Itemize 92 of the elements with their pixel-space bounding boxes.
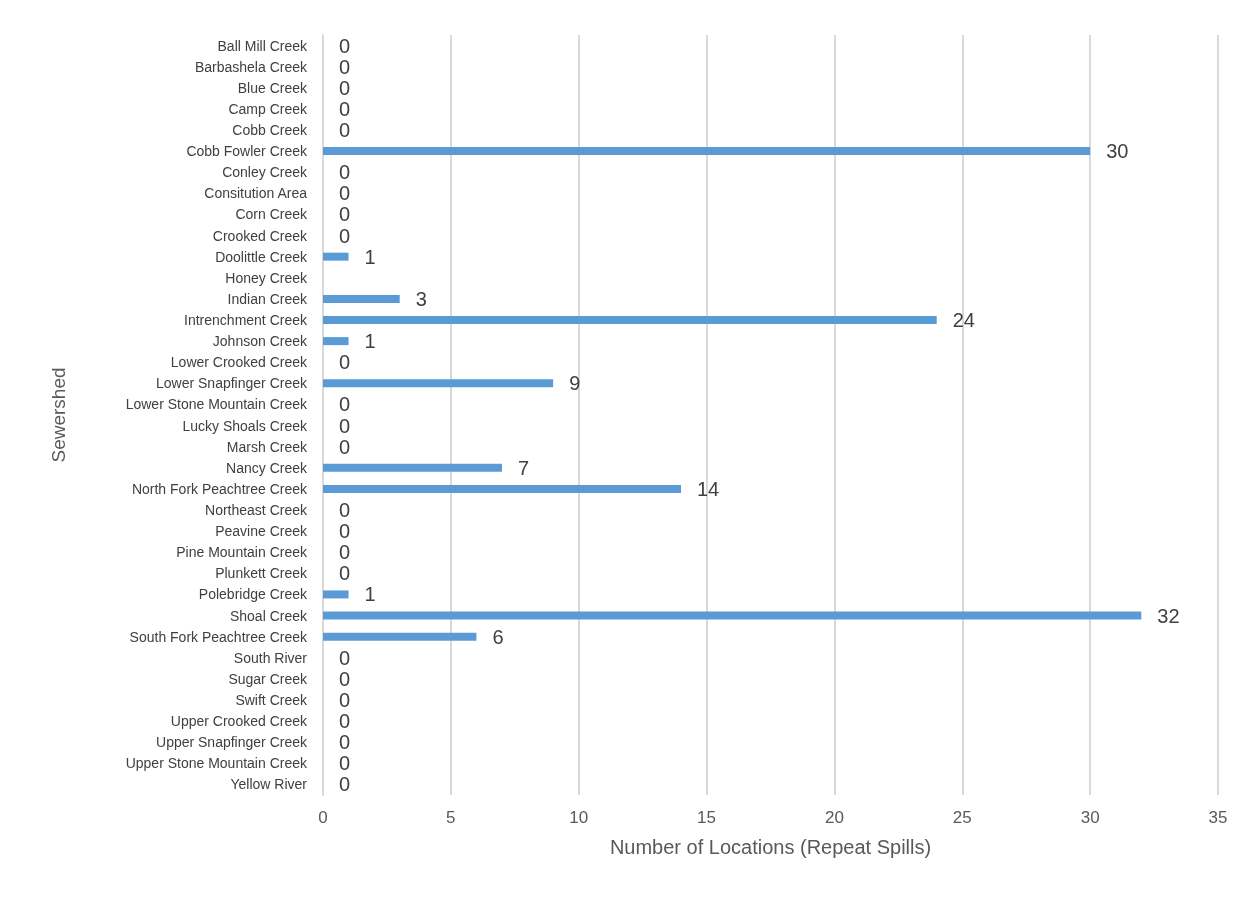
data-label: 0 <box>339 224 351 247</box>
y-tick-label: Consitution Area <box>204 185 308 202</box>
bar <box>323 252 349 261</box>
y-tick-label: Lower Crooked Creek <box>170 354 308 371</box>
data-label: 0 <box>339 689 351 711</box>
x-tick-label: 15 <box>697 808 717 827</box>
data-label: 32 <box>1157 604 1180 627</box>
y-tick-label: Conley Creek <box>222 164 308 181</box>
data-label: 0 <box>339 710 351 733</box>
data-label: 0 <box>339 731 351 754</box>
data-label: 0 <box>339 76 351 99</box>
x-tick-label: 20 <box>824 808 844 827</box>
y-tick-label: Swift Creek <box>235 692 308 708</box>
data-label: 0 <box>339 55 351 78</box>
y-tick-label: Camp Creek <box>228 100 308 117</box>
y-tick-label: Upper Stone Mountain Creek <box>125 755 308 772</box>
data-label: 1 <box>364 330 376 353</box>
data-label: 0 <box>339 161 351 184</box>
x-tick-label: 10 <box>569 808 589 827</box>
bar <box>323 294 400 303</box>
y-tick-label: Northeast Creek <box>205 502 308 518</box>
y-tick-label: Sugar Creek <box>228 670 308 687</box>
y-axis-title: Sewershed <box>48 367 69 463</box>
data-label: 0 <box>339 773 351 796</box>
data-label: 0 <box>339 520 351 543</box>
y-tick-label: Corn Creek <box>235 206 308 223</box>
data-label: 1 <box>364 245 376 268</box>
data-label: 30 <box>1106 140 1129 163</box>
y-tick-label: Indian Creek <box>227 290 308 307</box>
data-label: 7 <box>518 456 530 479</box>
y-tick-label: Pine Mountain Creek <box>176 544 308 561</box>
data-label: 0 <box>339 34 351 57</box>
data-label: 14 <box>697 477 720 500</box>
y-tick-label: Shoal Creek <box>229 607 308 624</box>
bar <box>323 147 1091 156</box>
data-label: 0 <box>339 119 351 141</box>
data-label: 0 <box>339 97 351 120</box>
y-tick-label: Lucky Shoals Creek <box>182 417 308 434</box>
y-tick-label: Cobb Creek <box>232 122 308 138</box>
bar <box>323 379 554 388</box>
bar <box>323 484 681 493</box>
data-label: 0 <box>339 646 351 669</box>
y-tick-label: Doolittle Creek <box>215 248 308 265</box>
y-tick-label: Marsh Creek <box>226 438 308 455</box>
y-tick-label: Plunkett Creek <box>215 565 308 582</box>
data-label: 0 <box>339 414 351 437</box>
data-label: 1 <box>364 583 376 606</box>
y-tick-label: Polebridge Creek <box>198 586 308 603</box>
bar <box>323 632 477 641</box>
y-tick-label: Crooked Creek <box>212 227 308 244</box>
x-tick-label: 35 <box>1208 808 1228 827</box>
data-label: 0 <box>339 752 351 775</box>
y-tick-label: Upper Snapfinger Creek <box>156 734 308 751</box>
y-tick-label: Upper Crooked Creek <box>170 713 308 730</box>
y-tick-label: Peavine Creek <box>215 523 308 540</box>
data-label: 0 <box>339 499 351 521</box>
bar <box>323 463 502 472</box>
data-label: 0 <box>339 351 351 374</box>
bar <box>323 316 937 324</box>
y-tick-label: Barbashela Creek <box>194 58 308 75</box>
y-tick-label: Nancy Creek <box>226 459 308 476</box>
x-tick-label: 30 <box>1080 808 1100 827</box>
y-tick-label: Lower Snapfinger Creek <box>156 375 308 392</box>
bar <box>323 337 349 346</box>
data-label: 0 <box>339 541 351 564</box>
y-tick-label: Honey Creek <box>225 269 308 286</box>
data-label: 0 <box>339 393 351 416</box>
y-tick-label: South River <box>233 649 308 666</box>
y-tick-label: Lower Stone Mountain Creek <box>125 396 308 413</box>
x-tick-label: 0 <box>318 808 328 827</box>
data-label: 6 <box>492 625 504 648</box>
x-tick-label: 25 <box>952 808 972 827</box>
data-label: 0 <box>339 562 351 585</box>
y-tick-label: South Fork Peachtree Creek <box>129 628 308 645</box>
data-label: 24 <box>952 309 975 331</box>
data-label: 0 <box>339 435 351 458</box>
data-label: 0 <box>339 203 351 226</box>
y-tick-label: Blue Creek <box>237 79 308 96</box>
x-tick-label: 5 <box>446 808 456 827</box>
y-tick-label: Cobb Fowler Creek <box>186 143 308 160</box>
data-label: 0 <box>339 182 351 205</box>
y-tick-label: North Fork Peachtree Creek <box>131 480 308 497</box>
data-label: 3 <box>415 287 427 310</box>
bar <box>323 611 1142 620</box>
y-tick-label: Johnson Creek <box>212 333 308 350</box>
x-axis-title: Number of Locations (Repeat Spills) <box>609 836 932 858</box>
bar <box>323 590 349 599</box>
data-label: 9 <box>569 372 581 395</box>
y-tick-label: Yellow River <box>230 776 308 793</box>
y-tick-label: Ball Mill Creek <box>217 37 308 54</box>
data-label: 0 <box>339 667 351 690</box>
y-tick-label: Intrenchment Creek <box>184 312 308 328</box>
